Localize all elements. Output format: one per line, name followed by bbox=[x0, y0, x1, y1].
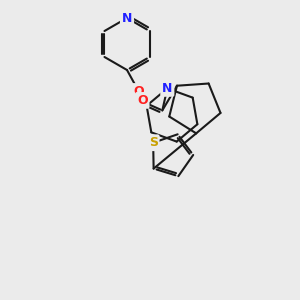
Text: S: S bbox=[149, 136, 158, 149]
Text: N: N bbox=[162, 82, 172, 95]
Text: O: O bbox=[134, 85, 144, 98]
Text: O: O bbox=[137, 94, 148, 107]
Text: N: N bbox=[122, 11, 132, 25]
